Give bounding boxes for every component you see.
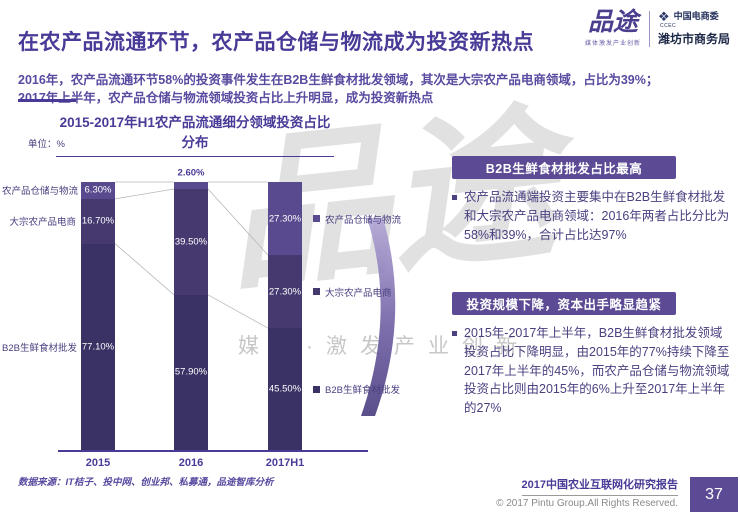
chart-unit-label: 单位：% xyxy=(28,139,65,150)
pintu-brand-mark: 品途 xyxy=(587,8,638,36)
bar-segment xyxy=(268,182,302,256)
legend-item-3: B2B生鲜食材批发 xyxy=(313,382,400,396)
bar-segment xyxy=(174,182,208,189)
ccec-diamond-icon: ❖ xyxy=(657,9,670,25)
report-title: 2017中国农业互联网化研究报告 xyxy=(521,476,678,496)
footer-right: 2017中国农业互联网化研究报告 © 2017 Pintu Group.All … xyxy=(496,475,678,509)
bullet-square-icon xyxy=(452,195,457,200)
value-label: 77.10% xyxy=(81,341,115,353)
bullet-square-icon xyxy=(452,331,457,336)
insight-panel-1-body: 农产品流通端投资主要集中在B2B生鲜食材批发和大宗农产品电商领域：2016年两者… xyxy=(464,190,730,242)
bar-segment xyxy=(174,294,208,450)
page-title: 在农产品流通环节，农产品仓储与物流成为投资新热点 xyxy=(18,31,534,55)
row-label-2: 大宗农产品电商 xyxy=(9,217,76,229)
insight-panel-2: 投资规模下降，资本出手略显趋紧 2015年-2017年上半年，B2B生鲜食材批发… xyxy=(452,292,738,418)
value-label: 45.50% xyxy=(268,383,302,395)
org-logo: ❖ 中国电商委 CCEC 潍坊市商务局 xyxy=(658,10,730,46)
bar-segment xyxy=(268,328,302,450)
value-label: 6.30% xyxy=(84,184,112,196)
data-source-note: 数据来源：IT桔子、投中网、创业邦、私募通，品途智库分析 xyxy=(18,477,274,488)
org-name-bottom: 潍坊市商务局 xyxy=(657,31,730,46)
row-label-1: 农产品仓储与物流 xyxy=(2,186,79,198)
value-label: 39.50% xyxy=(174,236,208,248)
legend-item-1: 农产品仓储与物流 xyxy=(313,212,401,226)
chart-title: 2015-2017年H1农产品流通细分领域投资占比分布 xyxy=(56,111,334,157)
x-tick-label: 2017H1 xyxy=(265,457,305,469)
bar-segment xyxy=(81,243,115,450)
insight-panel-2-title: 投资规模下降，资本出手略显趋紧 xyxy=(452,292,676,315)
subtitle-line-2: 2017年上半年，农产品仓储与物流领域投资占比上升明显，成为投资新热点 xyxy=(18,90,434,105)
value-label: 16.70% xyxy=(81,215,115,227)
value-label: 2.60% xyxy=(177,167,205,179)
copyright: © 2017 Pintu Group.All Rights Reserved. xyxy=(496,498,678,509)
row-label-3: B2B生鲜食材批发 xyxy=(2,342,77,354)
pintu-tagline: 媒体激发产业创新 xyxy=(584,41,641,47)
legend-label: B2B生鲜食材批发 xyxy=(325,385,400,397)
subtitle-line-1: 2016年，农产品流通环节58%的投资事件发生在B2B生鲜食材批发领域，其次是大… xyxy=(18,72,659,87)
subtitle-accent-underline xyxy=(18,99,76,102)
legend-swatch-icon xyxy=(313,288,320,296)
insight-panel-2-body: 2015年-2017年上半年，B2B生鲜食材批发领域投资占比下降明显，由2015… xyxy=(464,326,730,415)
bar-segment xyxy=(174,188,208,295)
x-axis-line xyxy=(58,450,368,452)
logo-group: 品途 媒体激发产业创新 ❖ 中国电商委 CCEC 潍坊市商务局 xyxy=(584,8,730,48)
bar-segment xyxy=(81,198,115,244)
legend-label: 农产品仓储与物流 xyxy=(325,214,402,226)
pintu-logo: 品途 媒体激发产业创新 xyxy=(584,8,641,48)
bar-segment xyxy=(81,182,115,199)
legend-swatch-icon xyxy=(313,385,320,393)
value-label: 57.90% xyxy=(174,366,208,378)
bar-segment xyxy=(268,255,302,329)
logo-divider xyxy=(648,10,650,47)
value-label: 27.30% xyxy=(268,286,302,298)
x-tick-label: 2016 xyxy=(178,457,204,469)
page-number-badge: 37 xyxy=(690,477,738,512)
org-name-sub: CCEC xyxy=(659,23,677,30)
legend-label: 大宗农产品电商 xyxy=(325,287,392,299)
x-tick-label: 2015 xyxy=(85,457,111,469)
insight-panel-1: B2B生鲜食材批发占比最高 农产品流通端投资主要集中在B2B生鲜食材批发和大宗农… xyxy=(452,156,738,244)
subtitle: 2016年，农产品流通环节58%的投资事件发生在B2B生鲜食材批发领域，其次是大… xyxy=(18,71,724,107)
legend-item-2: 大宗农产品电商 xyxy=(313,285,392,299)
insight-panel-1-title: B2B生鲜食材批发占比最高 xyxy=(452,156,676,179)
org-name-top: 中国电商委 xyxy=(673,11,719,22)
value-label: 27.30% xyxy=(268,213,302,225)
legend-swatch-icon xyxy=(313,215,320,223)
